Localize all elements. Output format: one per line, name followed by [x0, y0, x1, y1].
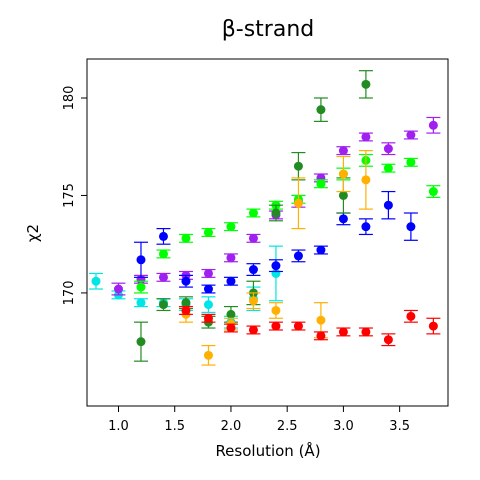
- data-point: [361, 327, 371, 337]
- data-point: [248, 325, 258, 335]
- data-point: [428, 120, 438, 130]
- x-axis: 1.0 1.5 2.0 2.5 3.0 3.5: [108, 406, 410, 434]
- data-point: [113, 284, 123, 294]
- data-point: [226, 222, 236, 232]
- series: [133, 153, 441, 294]
- data-point: [293, 321, 303, 331]
- data-point: [271, 261, 281, 271]
- data-point: [316, 245, 326, 255]
- data-point: [316, 179, 326, 189]
- data-point: [136, 255, 146, 265]
- data-point: [226, 323, 236, 333]
- data-point: [248, 265, 258, 275]
- data-point: [406, 311, 416, 321]
- x-axis-label: Resolution (Å): [215, 441, 320, 460]
- data-point: [406, 222, 416, 232]
- data-point: [181, 276, 191, 286]
- data-point: [338, 169, 348, 179]
- data-point: [338, 146, 348, 156]
- data-point: [338, 214, 348, 224]
- data-point: [203, 350, 213, 360]
- data-point: [293, 251, 303, 261]
- x-tick-label: 2.0: [221, 419, 242, 434]
- x-tick-label: 3.0: [333, 419, 354, 434]
- x-tick-label: 2.5: [277, 419, 298, 434]
- data-point: [361, 175, 371, 185]
- y-tick-label: 175: [62, 183, 77, 208]
- data-point: [158, 249, 168, 259]
- data-point: [226, 276, 236, 286]
- data-point: [181, 298, 191, 308]
- data-points: [88, 70, 441, 366]
- data-point: [136, 298, 146, 308]
- data-point: [338, 327, 348, 337]
- data-point: [383, 163, 393, 173]
- data-point: [271, 208, 281, 218]
- plot-frame: [86, 58, 449, 407]
- data-point: [248, 296, 258, 306]
- data-point: [293, 161, 303, 171]
- data-point: [158, 231, 168, 241]
- data-point: [361, 79, 371, 89]
- data-point: [136, 337, 146, 347]
- data-point: [406, 157, 416, 167]
- data-point: [338, 190, 348, 200]
- y-tick-label: 180: [62, 86, 77, 111]
- data-point: [158, 272, 168, 282]
- data-point: [271, 321, 281, 331]
- data-point: [428, 321, 438, 331]
- y-axis: 170 175 180: [62, 86, 87, 306]
- data-point: [226, 309, 236, 319]
- data-point: [136, 282, 146, 292]
- data-point: [361, 222, 371, 232]
- y-axis-label: χ2: [24, 224, 42, 242]
- x-tick-label: 1.5: [164, 419, 185, 434]
- data-point: [181, 233, 191, 243]
- series: [178, 305, 441, 347]
- data-point: [316, 331, 326, 341]
- series: [178, 150, 373, 366]
- chart-title: β-strand: [222, 17, 315, 42]
- y-tick-label: 170: [62, 281, 77, 306]
- data-point: [226, 253, 236, 263]
- data-point: [248, 233, 258, 243]
- data-point: [203, 284, 213, 294]
- data-point: [203, 313, 213, 323]
- data-point: [293, 198, 303, 208]
- data-point: [383, 144, 393, 154]
- data-point: [203, 268, 213, 278]
- data-point: [181, 305, 191, 315]
- x-tick-label: 1.0: [108, 419, 129, 434]
- data-point: [248, 208, 258, 218]
- data-point: [428, 187, 438, 197]
- data-point: [383, 335, 393, 345]
- data-point: [203, 228, 213, 237]
- x-tick-label: 3.5: [389, 419, 410, 434]
- data-point: [361, 132, 371, 142]
- data-point: [383, 200, 393, 210]
- series: [111, 116, 441, 296]
- data-point: [158, 300, 168, 310]
- data-point: [203, 300, 213, 310]
- data-point: [316, 315, 326, 325]
- data-point: [271, 305, 281, 315]
- data-point: [406, 130, 416, 140]
- data-point: [316, 105, 326, 115]
- data-point: [91, 276, 101, 286]
